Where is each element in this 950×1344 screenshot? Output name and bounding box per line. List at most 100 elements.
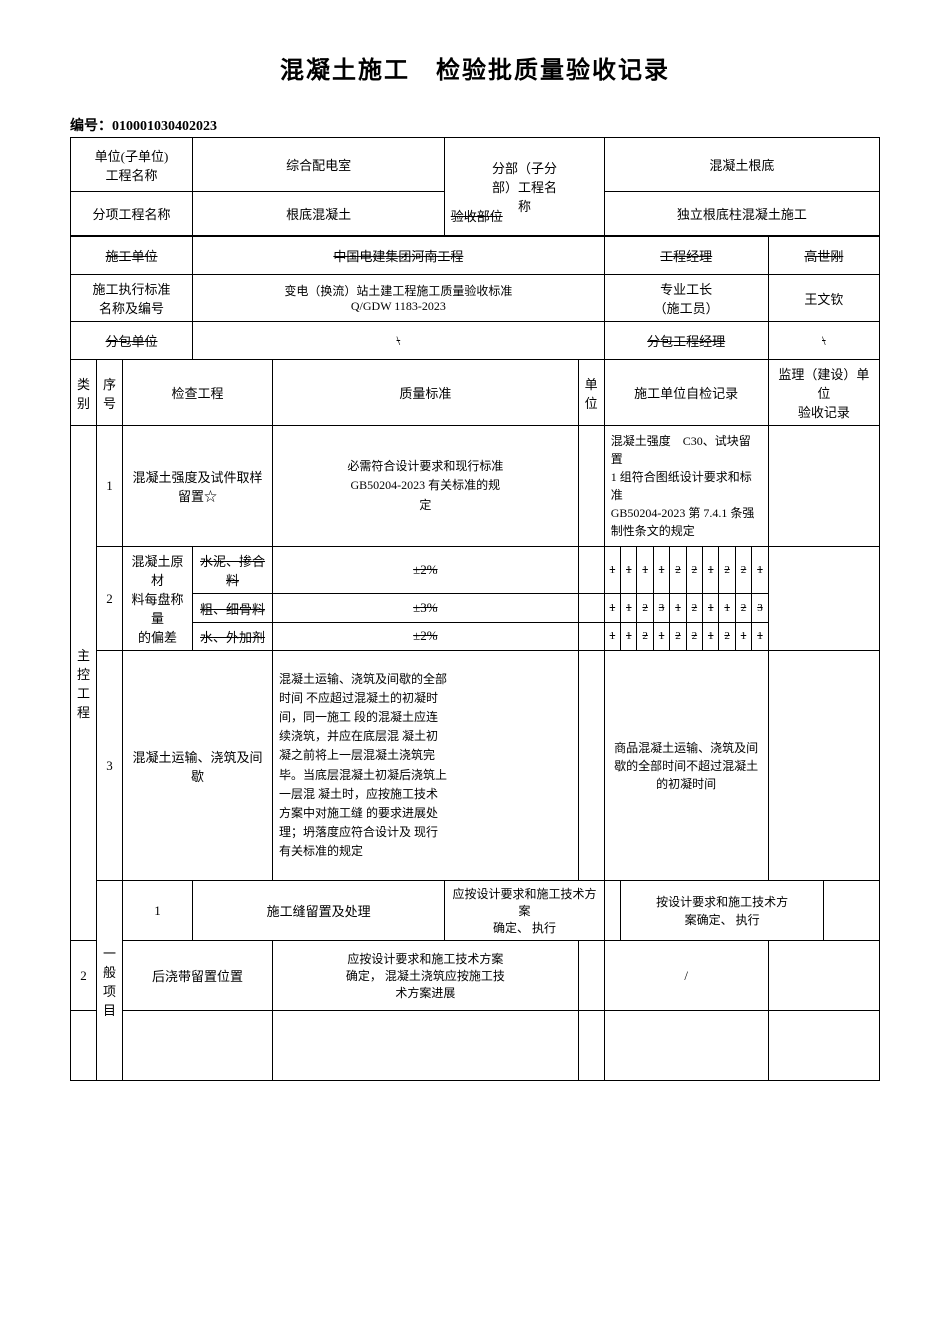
m2-item: 混凝土原材 料每盘称量 的偏差	[123, 547, 193, 651]
m1-selfcheck: 混凝土强度 C30、试块留置 1 组符合图纸设计要求和标准 GB50204-20…	[604, 426, 768, 547]
m2-sub1-unit	[578, 547, 604, 594]
g1-selfcheck: 按设计要求和施工技术方 案确定、 执行	[621, 881, 824, 941]
standard-label: 施工执行标准 名称及编号	[71, 275, 193, 322]
m2-sub1-std: ±2%	[273, 547, 579, 594]
m2-s1-v4: 2	[670, 547, 686, 594]
m2-s1-v9: 1	[752, 547, 768, 594]
general-row-1: 一 般 项 目 1 施工缝留置及处理 应按设计要求和施工技术方案 确定、 执行 …	[71, 881, 880, 941]
master-row-2c: 水、外加剂 ±2% 1 1 2 1 2 2 1 2 1 1	[71, 622, 880, 650]
standard-value: 变电（换流）站土建工程施工质量验收标准 Q/GDW 1183-2023	[193, 275, 605, 322]
m2-s1-v8: 2	[735, 547, 751, 594]
m2-s3-v1: 1	[621, 622, 637, 650]
empty-selfcheck	[604, 1011, 768, 1081]
unit-name-value: 综合配电室	[193, 138, 445, 192]
col-quality-standard: 质量标准	[273, 360, 579, 426]
m2-s2-v3: 3	[653, 594, 669, 622]
m3-item: 混凝土运输、浇筑及间歇	[123, 651, 273, 881]
construction-unit-label: 施工单位	[71, 237, 193, 275]
col-seq: 序号	[97, 360, 123, 426]
m2-s3-v3: 1	[653, 622, 669, 650]
acceptance-part-value: 独立根底柱混凝土施工	[604, 192, 879, 236]
m1-unit	[578, 426, 604, 547]
g1-supervision	[824, 881, 880, 941]
g2-standard: 应按设计要求和施工技术方案 确定， 混凝土浇筑应按施工技 术方案进展	[273, 941, 579, 1011]
construction-unit-value: 中国电建集团河南工程	[193, 237, 605, 275]
subcontract-value: \	[193, 322, 605, 360]
g2-supervision	[768, 941, 879, 1011]
header-row-3: 施工单位 中国电建集团河南工程 工程经理 高世刚	[71, 237, 880, 275]
g1-item: 施工缝留置及处理	[193, 881, 445, 941]
g2-item: 后浇带留置位置	[123, 941, 273, 1011]
m2-s2-v0: 1	[604, 594, 620, 622]
document-number: 编号：010001030402023	[70, 115, 880, 135]
project-manager-value: 高世刚	[768, 237, 879, 275]
subcontract-manager-label: 分包工程经理	[604, 322, 768, 360]
m2-s2-v9: 3	[752, 594, 768, 622]
inspection-table: 单位(子单位) 工程名称 综合配电室 分部（子分 部）工程名 称 混凝土根底 分…	[70, 137, 880, 1081]
master-row-3: 3 混凝土运输、浇筑及间歇 混凝土运输、浇筑及间歇的全部 时间 不应超过混凝土的…	[71, 651, 880, 881]
subcontract-manager-value: \	[768, 322, 879, 360]
m2-s3-v6: 1	[703, 622, 719, 650]
empty-row	[71, 1011, 880, 1081]
m2-s3-v7: 2	[719, 622, 735, 650]
m1-supervision	[768, 426, 879, 547]
project-manager-label: 工程经理	[604, 237, 768, 275]
m2-s1-v7: 2	[719, 547, 735, 594]
col-self-check: 施工单位自检记录	[604, 360, 768, 426]
master-row-2b: 粗、细骨料 ±3% 1 1 2 3 1 2 1 1 2 3	[71, 594, 880, 622]
g1-standard: 应按设计要求和施工技术方案 确定、 执行	[445, 881, 604, 941]
master-row-2a: 2 混凝土原材 料每盘称量 的偏差 水泥、掺合料 ±2% 1 1 1 1 2 2…	[71, 547, 880, 594]
m2-s1-v3: 1	[653, 547, 669, 594]
m2-sub2-label: 粗、细骨料	[193, 594, 273, 622]
m2-sub3-std: ±2%	[273, 622, 579, 650]
acceptance-part-label: 验收部位	[451, 206, 503, 225]
category-master: 主 控 工 程	[71, 426, 97, 941]
m2-sub1-label: 水泥、掺合料	[193, 547, 273, 594]
m2-s1-v2: 1	[637, 547, 653, 594]
column-header-row: 类 别 序号 检查工程 质量标准 单 位 施工单位自检记录 监理（建设）单位 验…	[71, 360, 880, 426]
m2-s1-v0: 1	[604, 547, 620, 594]
col-category: 类 别	[71, 360, 97, 426]
subitem-label: 分项工程名称	[71, 192, 193, 236]
m2-sub2-unit	[578, 594, 604, 622]
master-row-1: 主 控 工 程 1 混凝土强度及试件取样留置☆ 必需符合设计要求和现行标准 GB…	[71, 426, 880, 547]
m2-s3-v2: 2	[637, 622, 653, 650]
subsection-value: 混凝土根底	[604, 138, 879, 192]
m3-standard: 混凝土运输、浇筑及间歇的全部 时间 不应超过混凝土的初凝时 间，同一施工 段的混…	[273, 651, 579, 881]
m2-sub3-label: 水、外加剂	[193, 622, 273, 650]
m1-seq: 1	[97, 426, 123, 547]
foreman-value: 王文钦	[768, 275, 879, 322]
header-row-4: 施工执行标准 名称及编号 变电（换流）站土建工程施工质量验收标准 Q/GDW 1…	[71, 275, 880, 322]
m2-sub2-std: ±3%	[273, 594, 579, 622]
m1-item: 混凝土强度及试件取样留置☆	[123, 426, 273, 547]
document-title: 混凝土施工 检验批质量验收记录	[70, 50, 880, 85]
general-row-2: 2 后浇带留置位置 应按设计要求和施工技术方案 确定， 混凝土浇筑应按施工技 术…	[71, 941, 880, 1011]
m3-selfcheck: 商品混凝土运输、浇筑及间 歇的全部时间不超过混凝土 的初凝时间	[604, 651, 768, 881]
empty-standard	[273, 1011, 579, 1081]
m3-supervision	[768, 651, 879, 881]
m2-s3-v0: 1	[604, 622, 620, 650]
header-row-5: 分包单位 \ 分包工程经理 \	[71, 322, 880, 360]
m2-s3-v8: 1	[735, 622, 751, 650]
m2-seq: 2	[97, 547, 123, 651]
m2-s1-v6: 1	[703, 547, 719, 594]
g2-selfcheck: /	[604, 941, 768, 1011]
empty-supervision	[768, 1011, 879, 1081]
m2-s2-v1: 1	[621, 594, 637, 622]
g2-seq: 2	[71, 941, 97, 1011]
category-general: 一 般 项 目	[97, 881, 123, 1081]
hidden-overlap-row: 验收部位	[71, 236, 880, 237]
m2-s2-v2: 2	[637, 594, 653, 622]
m2-s2-v4: 1	[670, 594, 686, 622]
m3-seq: 3	[97, 651, 123, 881]
g1-seq: 1	[123, 881, 193, 941]
m2-s2-v7: 1	[719, 594, 735, 622]
header-row-1: 单位(子单位) 工程名称 综合配电室 分部（子分 部）工程名 称 混凝土根底	[71, 138, 880, 192]
m3-unit	[578, 651, 604, 881]
col-unit: 单 位	[578, 360, 604, 426]
m2-s3-v9: 1	[752, 622, 768, 650]
g1-unit	[604, 881, 620, 941]
subitem-value: 根底混凝土	[193, 192, 445, 236]
m2-s1-v5: 2	[686, 547, 702, 594]
m2-sub3-unit	[578, 622, 604, 650]
